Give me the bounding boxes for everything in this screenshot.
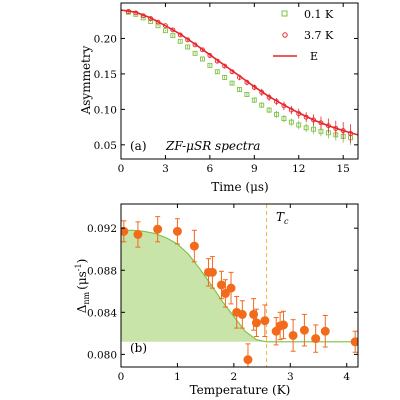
legend-text-0-1k: 0.1 K: [304, 8, 334, 21]
panel-a-frame: [120, 2, 359, 160]
data-point-0-1k: [170, 33, 176, 39]
x-tick-label: 12: [292, 163, 305, 175]
data-point-0-1k: [259, 102, 265, 108]
y-tick-label: 0.05: [94, 140, 117, 152]
y-tick-label: 0.15: [94, 69, 117, 81]
panel-a-legend: 0.1 K 3.7 K E: [273, 8, 334, 63]
data-point: [288, 330, 298, 340]
y-tick-label: 0.10: [94, 104, 117, 116]
data-point: [249, 309, 259, 319]
panel-b-ticks: 0 1 2 3 4 0.080 0.084 0.088 0.092: [87, 204, 358, 383]
panel-b-label: (b): [130, 341, 147, 355]
tc-label: Tc: [276, 210, 289, 226]
panel-a-ylabel: Asymmetry: [79, 45, 93, 115]
data-point-0-1k: [177, 38, 183, 44]
legend-text-e: E: [310, 50, 318, 63]
x-tick-label: 6: [207, 163, 214, 175]
panel-a-xlabel: Time (μs): [211, 180, 268, 194]
data-point: [220, 288, 230, 298]
data-point-0-1k: [274, 111, 279, 117]
x-tick-label: 0: [118, 371, 125, 383]
y-tick-label: 0.092: [87, 223, 117, 235]
data-point-0-1k: [207, 62, 213, 68]
fit-line-e: [121, 9, 358, 136]
tc-label-sub: c: [284, 217, 289, 226]
data-point-0-1k: [155, 23, 161, 29]
y-tick-label: 0.20: [94, 33, 117, 45]
data-point: [260, 316, 270, 326]
y-tick-label: 0.088: [87, 265, 117, 277]
x-tick-label: 3: [162, 163, 169, 175]
data-point-0-1k: [192, 50, 198, 56]
data-point: [320, 326, 330, 336]
legend-text-3-7k: 3.7 K: [304, 29, 334, 42]
data-point-0-1k: [311, 126, 317, 132]
x-tick-label: 15: [337, 163, 350, 175]
data-point-0-1k: [237, 87, 242, 92]
x-tick-label: 2: [231, 371, 238, 383]
data-point-0-1k: [281, 116, 287, 122]
y-tick-label: 0.084: [87, 307, 117, 319]
data-point-0-1k: [244, 92, 250, 97]
data-point-0-1k: [185, 44, 191, 50]
tc-label-main: T: [276, 210, 285, 224]
panel-a-data: [121, 9, 358, 145]
data-point: [153, 224, 163, 234]
data-point-3-7k: [200, 47, 205, 53]
data-point-0-1k: [296, 122, 302, 128]
x-tick-label: 4: [343, 371, 350, 383]
data-point-0-1k: [148, 18, 154, 24]
data-point-3-7k: [170, 27, 176, 33]
x-tick-label: 3: [287, 371, 294, 383]
data-point: [251, 318, 261, 328]
data-point-0-1k: [222, 75, 228, 80]
data-point: [279, 320, 289, 330]
panel-b-ylabel: Δnm(μs-1): [74, 259, 91, 314]
data-point-0-1k: [251, 97, 257, 103]
data-point: [299, 325, 309, 335]
panel-b-data: [121, 204, 358, 367]
legend-marker-0-1k: [281, 10, 288, 17]
data-point-0-1k: [214, 69, 220, 75]
data-point-0-1k: [318, 128, 324, 134]
data-point: [216, 280, 226, 290]
data-point: [172, 226, 182, 236]
panel-b: 0 1 2 3 4 0.080 0.084 0.088 0.092 Δnm(μs-1) Temp…: [74, 203, 359, 397]
x-tick-label: 9: [251, 163, 258, 175]
data-point-0-1k: [288, 119, 294, 125]
data-point-0-1k: [162, 28, 168, 34]
data-point: [207, 267, 217, 277]
x-tick-label: 0: [118, 163, 125, 175]
panel-a-annotation: ZF-μSR spectra: [165, 139, 260, 153]
panel-b-frame: [120, 203, 359, 368]
data-point-3-7k: [162, 23, 168, 29]
data-point: [350, 337, 358, 347]
x-tick-label: 1: [174, 371, 181, 383]
data-point: [189, 241, 199, 251]
data-point-0-1k: [303, 125, 309, 131]
data-point: [133, 229, 143, 239]
panel-a-ticks: 0 3 6 9 12 15 0.05 0.10 0.15 0.20: [94, 3, 358, 175]
y-tick-label: 0.080: [87, 349, 117, 361]
panel-b-xlabel: Temperature (K): [190, 383, 291, 397]
data-point-0-1k: [200, 56, 205, 62]
data-point: [121, 226, 129, 236]
data-point-0-1k: [229, 80, 235, 86]
fit-line: [121, 229, 358, 343]
panel-a: 0 3 6 9 12 15 0.05 0.10 0.15 0.20 Asymmetry Time …: [79, 2, 359, 194]
legend-marker-3-7k: [282, 32, 288, 38]
data-point: [311, 334, 321, 344]
panel-a-label: (a): [130, 139, 147, 153]
data-point-0-1k: [266, 107, 272, 113]
data-point: [226, 283, 236, 293]
fit-fill: [121, 230, 358, 342]
data-point: [243, 355, 253, 365]
data-point: [237, 309, 247, 319]
